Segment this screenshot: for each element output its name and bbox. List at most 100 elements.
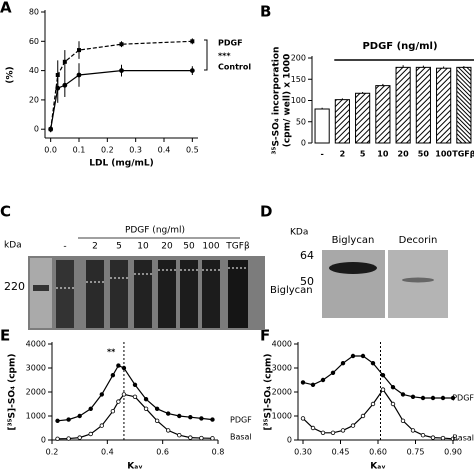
series-line (57, 393, 213, 440)
y-axis-label: ³⁵S-SO₄ incorporation (272, 47, 282, 155)
marker (132, 394, 138, 399)
x-tick-label: 0.60 (369, 448, 387, 457)
x-tick-label: 0.4 (101, 448, 114, 457)
marker (88, 406, 93, 411)
x-tick-label: 0.1 (73, 146, 86, 155)
marker (340, 361, 346, 366)
bar (436, 67, 452, 144)
panel-label: A (0, 0, 12, 17)
blot-lane: TGFβ (225, 242, 250, 252)
y-tick-label: 60 (29, 37, 39, 46)
marker (154, 418, 160, 423)
marker (88, 431, 93, 437)
marker (440, 435, 446, 441)
marker (165, 428, 171, 433)
marker (410, 394, 416, 399)
y-axis-label: [³⁵S]-SO₄ (cpm) (8, 354, 18, 431)
y-tick-label: 3000 (272, 364, 292, 373)
marker (430, 395, 436, 401)
blot-lane: Decorin (399, 235, 438, 246)
x-tick-label: 10 (377, 150, 389, 159)
marker (77, 413, 82, 419)
x-tick-label: 0.5 (186, 146, 199, 155)
y-tick-label: 2000 (26, 388, 46, 397)
marker (165, 411, 171, 416)
marker (121, 392, 127, 397)
blot-lane: Biglycan (332, 235, 375, 246)
x-tick-label: 0.4 (158, 146, 171, 155)
x-tick-label: - (320, 150, 323, 159)
marker (210, 436, 215, 441)
marker (350, 423, 356, 428)
marker (420, 433, 426, 438)
marker (189, 68, 195, 74)
y-tick-label: 200 (291, 54, 306, 63)
marker (77, 435, 82, 440)
marker (370, 401, 376, 407)
x-tick-label: 2 (340, 150, 346, 159)
bar (415, 66, 431, 144)
marker (121, 365, 127, 371)
marker (199, 416, 204, 421)
x-axis-label: Kₐᵥ (127, 462, 143, 472)
bar (334, 99, 350, 144)
marker (62, 59, 67, 64)
y-tick-label: 3000 (26, 364, 46, 373)
x-tick-label: TGFβ (452, 150, 474, 159)
blot-lane: 5 (116, 242, 122, 252)
marker (390, 385, 396, 390)
marker (116, 399, 121, 404)
series-line (302, 388, 454, 440)
marker (77, 48, 81, 53)
x-tick-label: 0.45 (332, 448, 350, 457)
blot-band: Biglycan (270, 285, 313, 296)
annotation: PDGF (ng/ml) (362, 41, 437, 52)
y-tick-label: 2000 (272, 388, 292, 397)
blot-marker: 50 (300, 275, 314, 288)
y-tick-label: 20 (29, 95, 39, 104)
annotation: *** (218, 52, 231, 61)
marker (360, 353, 366, 359)
bar (395, 66, 411, 144)
series-line (302, 355, 453, 399)
legend-label: Basal (452, 434, 474, 443)
y-tick-label: 0 (287, 436, 292, 445)
x-tick-label: 0.8 (212, 448, 225, 457)
marker (154, 406, 160, 411)
marker (132, 382, 138, 387)
x-tick-label: 100 (435, 150, 452, 159)
marker (55, 85, 61, 91)
y-tick-label: 0 (34, 125, 39, 134)
x-tick-label: 5 (360, 150, 366, 159)
marker (66, 436, 71, 441)
marker (360, 413, 366, 419)
y-axis-label: (cpm/ well) x 1000 (283, 54, 293, 148)
marker (300, 380, 306, 385)
panel-label: B (260, 3, 271, 21)
y-tick-label: 50 (296, 117, 306, 126)
marker (190, 39, 195, 44)
x-tick-label: 0.30 (294, 448, 312, 457)
marker (320, 430, 326, 435)
legend-label: Basal (230, 433, 252, 442)
bar (375, 85, 391, 144)
y-tick-label: 0 (41, 436, 46, 445)
marker (119, 42, 124, 47)
y-tick-label: 1000 (26, 412, 46, 421)
marker (177, 433, 182, 438)
series-line (50, 70, 193, 130)
blot-kda: KDa (290, 228, 308, 238)
marker (410, 428, 416, 433)
blot-d (322, 250, 448, 318)
y-axis-label: (%) (6, 66, 16, 83)
x-tick-label: 50 (418, 150, 430, 159)
marker (300, 416, 306, 421)
y-tick-label: 4000 (26, 340, 46, 349)
x-tick-label: 0.0 (44, 146, 57, 155)
marker (110, 409, 116, 414)
marker (55, 436, 60, 441)
bracket (204, 39, 208, 71)
marker (210, 417, 215, 422)
legend-label: PDGF (452, 394, 474, 403)
